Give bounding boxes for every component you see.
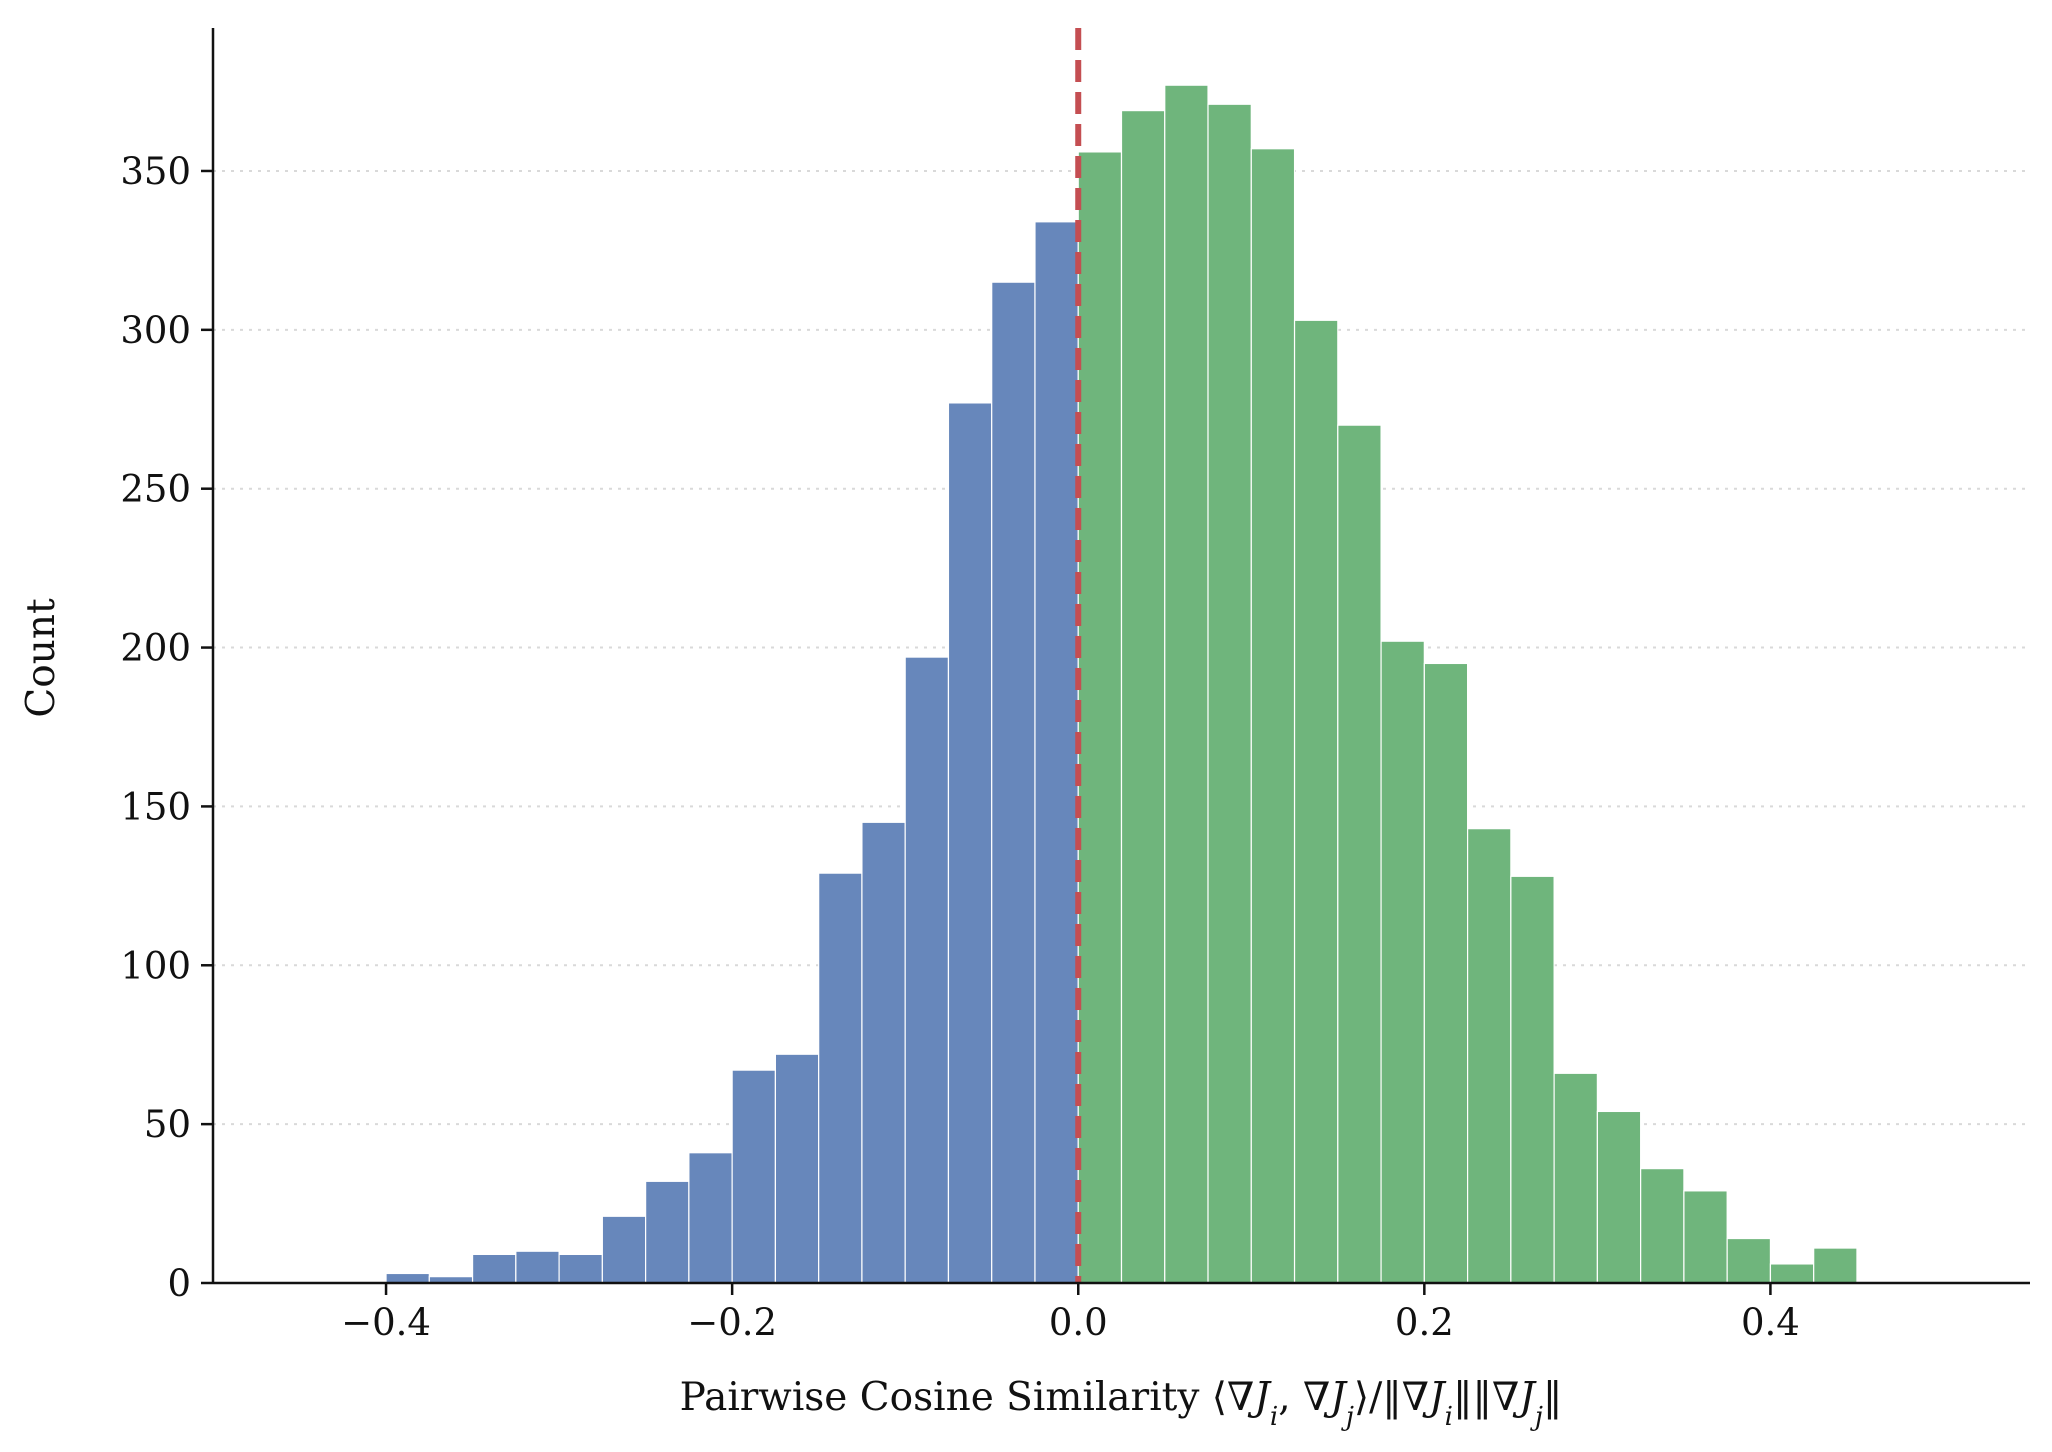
axes bbox=[211, 28, 2030, 1285]
histogram-bar bbox=[1813, 1247, 1858, 1284]
histogram-bar bbox=[1164, 84, 1209, 1284]
x-axis-ticks: −0.4 −0.2 0.0 0.2 0.4 bbox=[341, 1283, 1800, 1344]
x-tick-label: 0.2 bbox=[1395, 1301, 1454, 1344]
y-tick-label: 200 bbox=[120, 627, 191, 670]
x-tick-label: 0.4 bbox=[1741, 1301, 1800, 1344]
histogram-bar bbox=[861, 821, 906, 1284]
histogram-bar bbox=[1553, 1072, 1598, 1284]
histogram-bar bbox=[1510, 875, 1555, 1284]
histogram-bar bbox=[1120, 110, 1166, 1284]
histogram-bar bbox=[1207, 103, 1252, 1284]
y-axis-label: Count bbox=[19, 598, 64, 718]
histogram-bar bbox=[818, 872, 863, 1284]
histogram-bar bbox=[1683, 1190, 1728, 1284]
x-tick-label: −0.4 bbox=[341, 1301, 431, 1344]
histogram-bar bbox=[1293, 319, 1339, 1284]
y-tick-label: 0 bbox=[167, 1262, 191, 1305]
histogram-bar bbox=[1250, 148, 1296, 1284]
y-tick-label: 250 bbox=[120, 468, 191, 511]
histogram-bar bbox=[558, 1253, 603, 1284]
histogram-bar bbox=[1337, 424, 1382, 1284]
histogram-bar bbox=[1380, 640, 1425, 1284]
y-tick-label: 150 bbox=[120, 785, 191, 828]
histogram-bar bbox=[731, 1069, 777, 1284]
histogram-bar bbox=[1640, 1168, 1685, 1284]
y-axis-ticks: 0 50 100 150 200 250 300 350 bbox=[120, 150, 213, 1305]
y-tick-label: 50 bbox=[144, 1103, 191, 1146]
x-tick-label: 0.0 bbox=[1049, 1301, 1108, 1344]
histogram-bar bbox=[947, 402, 993, 1284]
histogram-bar bbox=[688, 1152, 733, 1284]
histogram-bar bbox=[1423, 662, 1469, 1284]
histogram-bar bbox=[471, 1253, 517, 1284]
histogram-bar bbox=[774, 1053, 820, 1284]
histogram-bar bbox=[1596, 1110, 1642, 1284]
x-axis-label: Pairwise Cosine Similarity ⟨∇Ji, ∇Jj⟩/‖∇… bbox=[680, 1375, 1563, 1432]
histogram-bar bbox=[1769, 1263, 1815, 1284]
histogram-bar bbox=[515, 1250, 560, 1284]
y-tick-label: 100 bbox=[120, 944, 191, 987]
y-tick-label: 350 bbox=[120, 150, 191, 193]
histogram-bar bbox=[1077, 151, 1123, 1284]
histogram-bar bbox=[1726, 1237, 1772, 1284]
histogram-bar bbox=[1034, 221, 1079, 1284]
histogram-bar bbox=[601, 1215, 647, 1284]
x-tick-label: −0.2 bbox=[687, 1301, 777, 1344]
histogram-bar bbox=[1466, 828, 1512, 1284]
histogram-bar bbox=[385, 1272, 430, 1284]
histogram-bar bbox=[904, 656, 950, 1284]
y-tick-label: 300 bbox=[120, 309, 191, 352]
histogram-bar bbox=[645, 1180, 690, 1284]
histogram-bars bbox=[385, 84, 1858, 1284]
histogram-bar bbox=[991, 281, 1036, 1284]
y-gridlines bbox=[213, 169, 2030, 1126]
